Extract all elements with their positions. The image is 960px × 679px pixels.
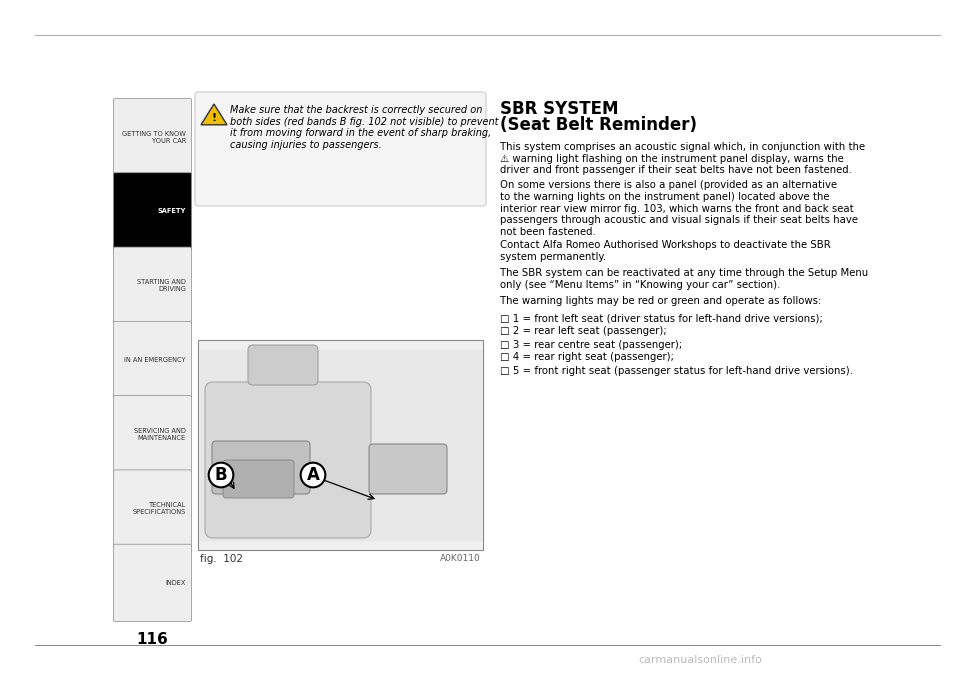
FancyBboxPatch shape bbox=[223, 460, 294, 498]
Text: B: B bbox=[215, 466, 228, 484]
Text: fig.  102: fig. 102 bbox=[200, 554, 243, 564]
Text: SERVICING AND
MAINTENANCE: SERVICING AND MAINTENANCE bbox=[134, 428, 186, 441]
Text: This system comprises an acoustic signal which, in conjunction with the
⚠ warnin: This system comprises an acoustic signal… bbox=[500, 142, 865, 175]
Text: TECHNICAL
SPECIFICATIONS: TECHNICAL SPECIFICATIONS bbox=[132, 502, 186, 515]
FancyBboxPatch shape bbox=[212, 441, 310, 494]
Text: SAFETY: SAFETY bbox=[157, 208, 186, 215]
Text: On some versions there is also a panel (provided as an alternative
to the warnin: On some versions there is also a panel (… bbox=[500, 181, 858, 237]
Text: GETTING TO KNOW
YOUR CAR: GETTING TO KNOW YOUR CAR bbox=[122, 130, 186, 144]
FancyBboxPatch shape bbox=[113, 396, 191, 473]
Text: □ 4 = rear right seat (passenger);: □ 4 = rear right seat (passenger); bbox=[500, 352, 674, 363]
Text: The warning lights may be red or green and operate as follows:: The warning lights may be red or green a… bbox=[500, 296, 821, 306]
Text: A: A bbox=[306, 466, 320, 484]
Text: □ 2 = rear left seat (passenger);: □ 2 = rear left seat (passenger); bbox=[500, 327, 666, 337]
Text: INDEX: INDEX bbox=[166, 580, 186, 586]
Text: Make sure that the backrest is correctly secured on
both sides (red bands B fig.: Make sure that the backrest is correctly… bbox=[230, 105, 498, 150]
Text: □ 3 = rear centre seat (passenger);: □ 3 = rear centre seat (passenger); bbox=[500, 340, 683, 350]
FancyBboxPatch shape bbox=[248, 345, 318, 385]
FancyBboxPatch shape bbox=[113, 247, 191, 325]
Text: IN AN EMERGENCY: IN AN EMERGENCY bbox=[125, 357, 186, 363]
Polygon shape bbox=[201, 104, 227, 125]
Text: !: ! bbox=[211, 113, 217, 123]
Text: Contact Alfa Romeo Authorised Workshops to deactivate the SBR
system permanently: Contact Alfa Romeo Authorised Workshops … bbox=[500, 240, 830, 261]
FancyBboxPatch shape bbox=[195, 92, 486, 206]
FancyBboxPatch shape bbox=[113, 321, 191, 399]
Text: 116: 116 bbox=[136, 633, 168, 648]
FancyBboxPatch shape bbox=[113, 172, 191, 250]
FancyBboxPatch shape bbox=[113, 98, 191, 176]
Text: carmanualsonline.info: carmanualsonline.info bbox=[638, 655, 762, 665]
Text: The SBR system can be reactivated at any time through the Setup Menu
only (see “: The SBR system can be reactivated at any… bbox=[500, 268, 868, 290]
Bar bbox=[198, 340, 483, 550]
Text: □ 1 = front left seat (driver status for left-hand drive versions);: □ 1 = front left seat (driver status for… bbox=[500, 314, 823, 323]
Text: A0K0110: A0K0110 bbox=[441, 554, 481, 563]
FancyBboxPatch shape bbox=[369, 444, 447, 494]
Text: □ 5 = front right seat (passenger status for left-hand drive versions).: □ 5 = front right seat (passenger status… bbox=[500, 365, 853, 375]
FancyBboxPatch shape bbox=[113, 470, 191, 547]
Text: SBR SYSTEM: SBR SYSTEM bbox=[500, 100, 618, 118]
Text: STARTING AND
DRIVING: STARTING AND DRIVING bbox=[137, 279, 186, 292]
FancyBboxPatch shape bbox=[113, 544, 191, 621]
FancyBboxPatch shape bbox=[205, 382, 371, 538]
Text: (Seat Belt Reminder): (Seat Belt Reminder) bbox=[500, 116, 697, 134]
